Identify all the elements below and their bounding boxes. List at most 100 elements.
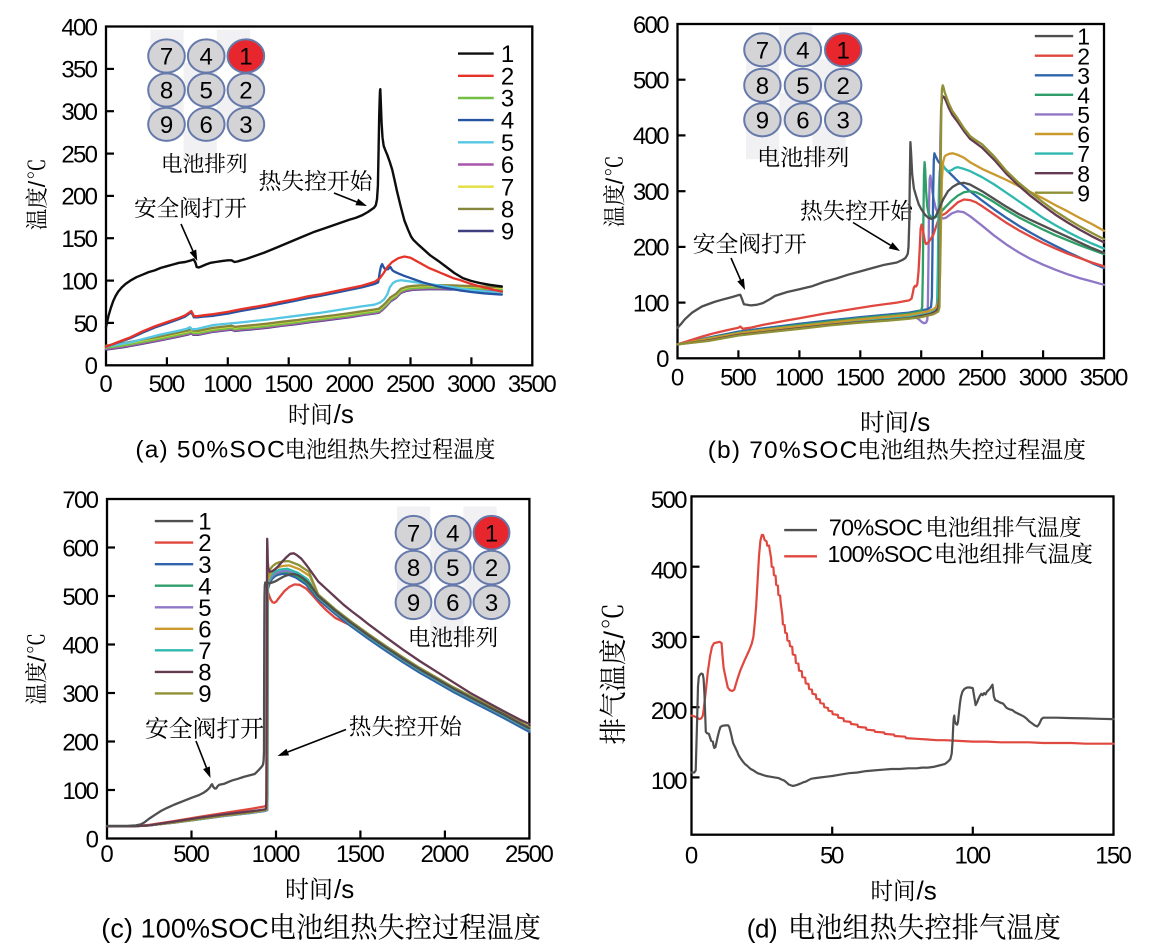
svg-text:9: 9 [407,590,420,617]
svg-text:1000: 1000 [775,365,824,392]
svg-text:1: 1 [485,520,498,547]
svg-text:1500: 1500 [336,841,385,868]
svg-text:100: 100 [62,778,99,805]
svg-text:4: 4 [796,37,809,64]
svg-text:5: 5 [446,555,459,582]
svg-text:50: 50 [74,311,98,338]
svg-text:100%SOC: 100%SOC [827,541,932,567]
svg-text:7: 7 [160,44,173,71]
svg-text:(c) 100%SOC: (c) 100%SOC [101,914,268,944]
svg-text:2: 2 [837,73,850,100]
svg-text:1: 1 [198,509,211,536]
svg-text:70%SOC: 70%SOC [829,515,923,541]
svg-text:9: 9 [501,219,514,246]
svg-text:300: 300 [61,99,98,126]
svg-text:/: / [24,180,50,187]
svg-text:(a) 50%SOC: (a) 50%SOC [135,437,284,464]
svg-text:350: 350 [61,57,98,84]
svg-text:6: 6 [1077,122,1090,148]
svg-text:400: 400 [633,123,670,150]
svg-text:2: 2 [239,78,252,105]
svg-text:600: 600 [633,12,670,39]
svg-text:3000: 3000 [1019,365,1068,392]
svg-text:500: 500 [633,68,670,95]
svg-text:3: 3 [239,112,252,139]
svg-text:8: 8 [756,73,769,100]
svg-text:9: 9 [756,107,769,134]
svg-text:7: 7 [1077,141,1090,167]
svg-text:9: 9 [198,681,211,708]
svg-text:500: 500 [651,487,688,514]
svg-text:500: 500 [720,365,757,392]
svg-text:400: 400 [651,558,688,585]
svg-text:8: 8 [501,197,514,224]
svg-text:3000: 3000 [447,371,496,398]
svg-text:/: / [602,177,628,184]
svg-text:5: 5 [200,78,213,105]
svg-text:1500: 1500 [264,371,313,398]
svg-text:8: 8 [1077,161,1090,187]
svg-text:9: 9 [160,112,173,139]
svg-text:5: 5 [796,73,809,100]
svg-text:2000: 2000 [897,365,946,392]
svg-text:2: 2 [1077,43,1090,69]
svg-text:150: 150 [61,226,98,253]
svg-text:(d): (d) [747,914,778,944]
svg-text:2: 2 [485,555,498,582]
svg-text:200: 200 [651,698,688,725]
svg-text:4: 4 [1077,82,1090,108]
svg-text:1: 1 [1077,24,1090,50]
svg-text:3500: 3500 [508,371,557,398]
svg-text:4: 4 [501,108,514,135]
svg-text:2500: 2500 [958,365,1007,392]
svg-text:250: 250 [61,141,98,168]
svg-text:300: 300 [62,681,99,708]
svg-text:7: 7 [198,638,211,665]
svg-text:(b) 70%SOC: (b) 70%SOC [708,437,858,464]
svg-text:3: 3 [501,86,514,113]
svg-text:6: 6 [796,107,809,134]
svg-text:3500: 3500 [1080,365,1129,392]
svg-text:1: 1 [239,44,252,71]
svg-text:100: 100 [61,268,98,295]
svg-text:/s: /s [917,876,937,906]
svg-text:500: 500 [173,841,210,868]
svg-text:3: 3 [837,107,850,134]
svg-text:2500: 2500 [505,841,554,868]
svg-text:1500: 1500 [836,365,885,392]
svg-text:7: 7 [501,174,514,201]
svg-text:8: 8 [407,555,420,582]
svg-text:400: 400 [62,632,99,659]
svg-text:8: 8 [198,660,211,687]
svg-text:200: 200 [62,729,99,756]
svg-text:0: 0 [656,346,669,373]
svg-text:1000: 1000 [203,371,252,398]
svg-text:6: 6 [198,616,211,643]
svg-text:0: 0 [100,841,113,868]
svg-text:500: 500 [149,371,186,398]
svg-text:200: 200 [633,235,670,262]
svg-text:6: 6 [200,112,213,139]
svg-text:1: 1 [837,37,850,64]
svg-text:/s: /s [334,399,354,429]
svg-text:1000: 1000 [252,841,301,868]
svg-text:300: 300 [633,179,670,206]
svg-text:0: 0 [685,843,698,870]
svg-text:4: 4 [198,573,211,600]
svg-text:/s: /s [334,874,354,904]
svg-text:400: 400 [61,14,98,41]
svg-text:0: 0 [671,365,684,392]
svg-text:5: 5 [1077,102,1090,128]
svg-text:/: / [599,631,629,639]
svg-text:8: 8 [160,78,173,105]
svg-text:2000: 2000 [325,371,374,398]
svg-text:/: / [24,655,50,662]
svg-text:500: 500 [62,584,99,611]
svg-text:/s: /s [910,407,930,437]
svg-text:1: 1 [501,41,514,68]
svg-text:700: 700 [62,487,99,514]
svg-text:0: 0 [85,353,98,380]
svg-text:600: 600 [62,535,99,562]
svg-text:100: 100 [955,843,992,870]
svg-text:4: 4 [446,520,459,547]
